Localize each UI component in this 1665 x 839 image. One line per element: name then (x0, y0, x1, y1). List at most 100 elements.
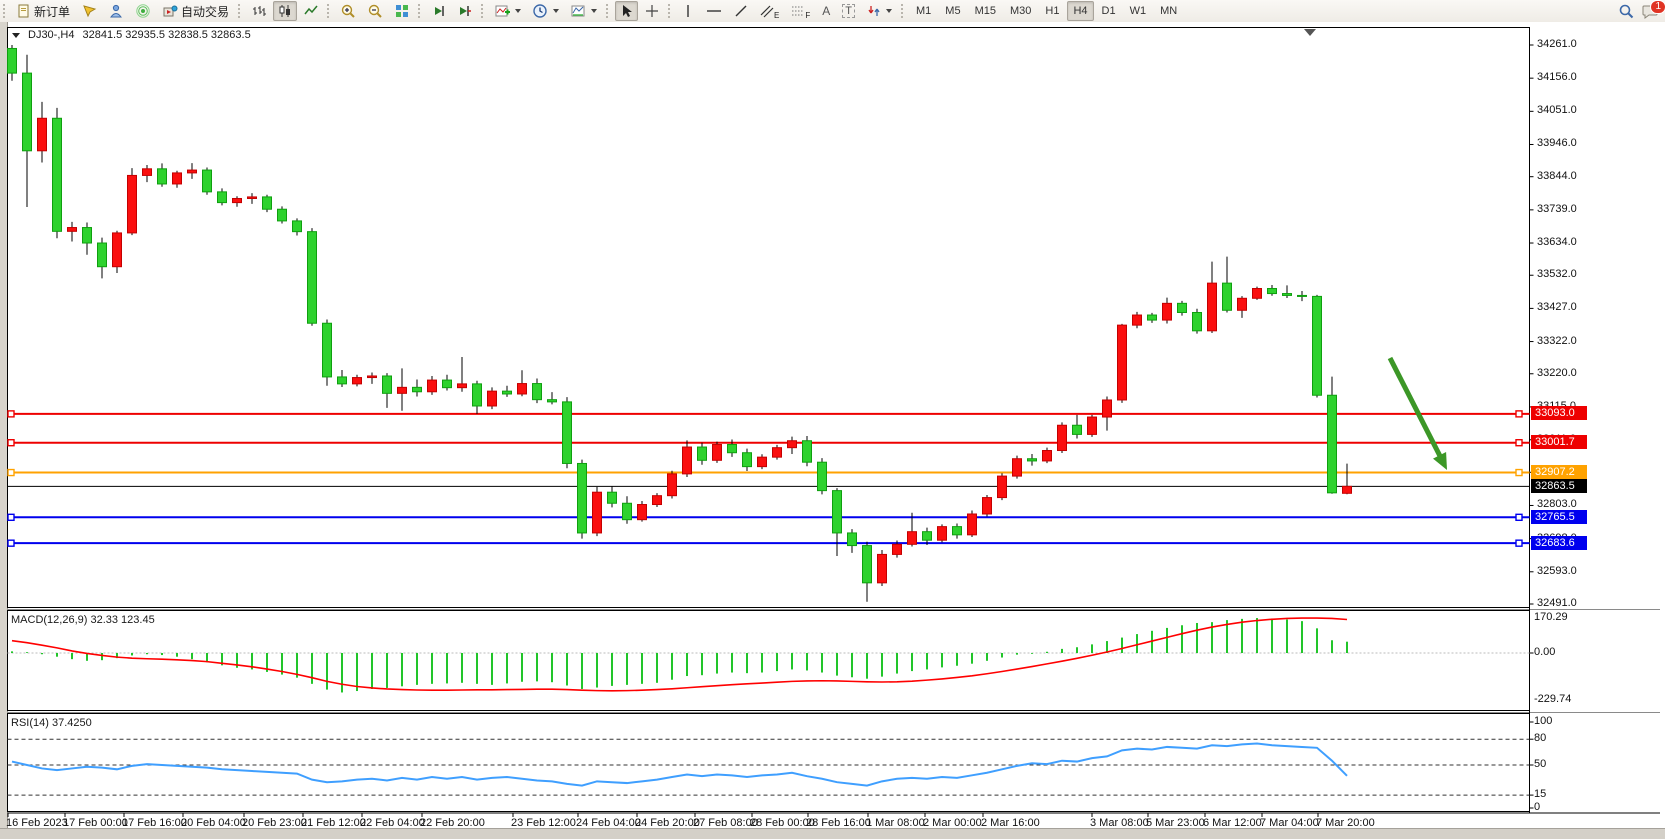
bear-candle (7, 47, 17, 74)
bid-price-badge: 32863.5 (1531, 478, 1587, 493)
indicators-button[interactable] (490, 1, 526, 21)
history-center-button[interactable] (77, 1, 102, 21)
toolbar-grip[interactable] (606, 4, 611, 18)
bull-candle (1102, 399, 1112, 418)
chart-shift-button[interactable] (453, 1, 477, 21)
funnel-icon (83, 5, 97, 18)
text-button[interactable]: A (817, 1, 835, 21)
chart-window[interactable]: DJ30-,H4 32841.5 32935.5 32838.5 32863.5… (0, 22, 1665, 839)
tab-timeframe-D1[interactable]: D1 (1101, 5, 1116, 17)
rsi-panel-frame (7, 713, 1530, 812)
bull-candle (232, 197, 242, 204)
crosshair-icon (646, 5, 659, 17)
templates-button[interactable] (566, 1, 602, 21)
objects-group: E F A T (665, 0, 898, 22)
price-tick-label: 33220.0 (1537, 366, 1577, 379)
one-click-trading-arrow[interactable] (12, 32, 20, 38)
bear-candle (1297, 294, 1307, 297)
toolbar-grip[interactable] (418, 4, 423, 18)
rsi-tick-label: 0 (1534, 801, 1541, 813)
rsi-tick-label: 100 (1534, 715, 1553, 727)
bull-candle (487, 390, 497, 407)
vertical-line-button[interactable] (677, 1, 699, 21)
chat-button[interactable]: 1 (1642, 0, 1665, 19)
level-handle (1515, 513, 1523, 522)
fibonacci-button[interactable]: F (786, 1, 815, 21)
toolbar-grip[interactable] (481, 4, 486, 18)
toolbar-grip[interactable] (901, 4, 906, 18)
line-chart-button[interactable] (299, 1, 323, 21)
profile-icon (110, 4, 122, 18)
toolbar-grip[interactable] (238, 4, 243, 18)
text-label-button[interactable]: T (837, 1, 860, 21)
auto-scroll-button[interactable] (427, 1, 451, 21)
zoom-out-button[interactable] (363, 1, 388, 21)
bear-candle (217, 191, 227, 204)
horizontal-line-icon (707, 10, 722, 12)
bull-candle (1342, 485, 1352, 494)
zoom-in-button[interactable] (336, 1, 361, 21)
crosshair-button[interactable] (640, 1, 664, 21)
bull-candle (1087, 416, 1097, 435)
bull-candle (112, 232, 122, 268)
trendline-button[interactable] (729, 1, 753, 21)
tab-timeframe-W1[interactable]: W1 (1129, 5, 1147, 17)
tab-timeframe-H4[interactable]: H4 (1067, 1, 1094, 21)
bull-candle (367, 375, 377, 379)
bull-candle (682, 446, 692, 475)
toolbar-grip[interactable] (327, 4, 332, 18)
tab-timeframe-M1[interactable]: M1 (916, 5, 932, 17)
auto-scroll-icon (435, 6, 444, 16)
bear-candle (262, 196, 272, 210)
bear-candle (742, 452, 752, 468)
chart-canvas[interactable] (0, 22, 1665, 838)
channel-icon (760, 5, 774, 18)
macd-tick-label: -229.74 (1534, 693, 1572, 706)
level-handle (7, 539, 15, 547)
signal-button[interactable] (131, 1, 156, 21)
bull-candle (982, 497, 992, 515)
channel-button[interactable]: E (755, 1, 784, 21)
tab-timeframe-MN[interactable]: MN (1160, 5, 1178, 17)
tab-timeframe-H1[interactable]: H1 (1045, 5, 1060, 17)
bear-candle (82, 227, 92, 244)
price-tick-label: 33532.0 (1537, 268, 1577, 281)
level-price-badge: 33001.7 (1531, 435, 1587, 450)
bear-candle (802, 440, 812, 463)
toolbar-grip[interactable] (668, 4, 673, 18)
new-order-button[interactable]: 新订单 (12, 1, 75, 21)
price-tick-label: 33946.0 (1537, 137, 1577, 150)
tile-windows-button[interactable] (390, 1, 414, 21)
periods-button[interactable] (528, 1, 564, 21)
zoom-out-icon (368, 4, 382, 18)
chart-shift-marker (1304, 29, 1316, 36)
bear-candle (817, 461, 827, 492)
bear-candle (292, 220, 302, 233)
bull-candle (1132, 314, 1142, 326)
tab-timeframe-M30[interactable]: M30 (1009, 5, 1032, 17)
toolbar-right: 1 (1619, 0, 1665, 19)
level-handle (7, 410, 15, 418)
auto-trading-icon (163, 5, 178, 17)
price-tick-label: 32491.0 (1537, 597, 1577, 609)
arrows-icon (868, 6, 880, 16)
chart-caption[interactable]: DJ30-,H4 32841.5 32935.5 32838.5 32863.5 (12, 29, 251, 41)
toolbar-grip[interactable] (3, 4, 8, 18)
down-arrow-annotation (1387, 356, 1444, 460)
profile-button[interactable] (104, 1, 129, 21)
bull-candle (667, 473, 677, 497)
search-icon[interactable] (1619, 4, 1634, 19)
auto-trading-button[interactable]: 自动交易 (158, 1, 234, 21)
tab-timeframe-M15[interactable]: M15 (974, 5, 996, 17)
bar-chart-button[interactable] (247, 1, 271, 21)
rsi-line (11, 742, 1348, 787)
horizontal-line-button[interactable] (701, 1, 727, 21)
down-arrow-head (1433, 452, 1447, 470)
cursor-button[interactable] (615, 1, 639, 21)
bull-candle (772, 447, 782, 458)
candlestick-button[interactable] (273, 1, 298, 21)
bull-candle (937, 526, 947, 541)
bear-candle (727, 444, 737, 454)
arrows-button[interactable] (862, 1, 897, 21)
tab-timeframe-M5[interactable]: M5 (945, 5, 961, 17)
